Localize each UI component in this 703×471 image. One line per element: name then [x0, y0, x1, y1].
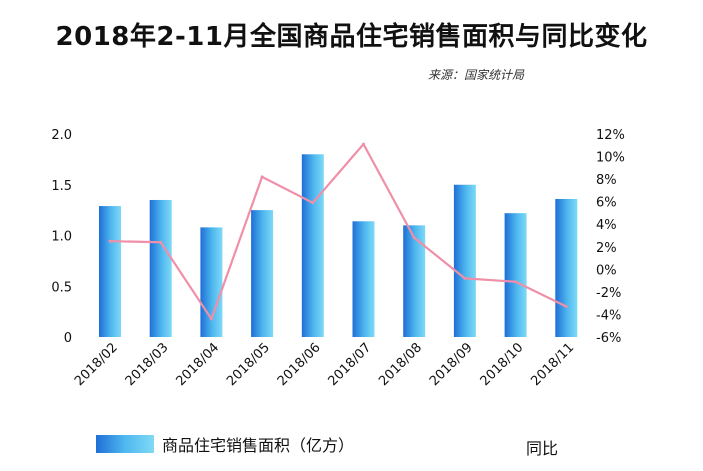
- line-series: [108, 142, 568, 321]
- source-note: 来源：国家统计局: [428, 68, 525, 82]
- right-tick-label: 10%: [596, 151, 625, 166]
- right-tick-label: 4%: [596, 218, 617, 233]
- bar-2018/02: [99, 206, 121, 337]
- x-tick-label: 2018/08: [376, 340, 425, 389]
- x-tick-label: 2018/06: [275, 340, 324, 389]
- bar-2018/10: [504, 213, 527, 337]
- bar-2018/08: [403, 225, 426, 337]
- right-tick-label: 0%: [596, 263, 617, 278]
- yoy-point-2018/02: [108, 239, 112, 243]
- left-tick-label: 1.0: [51, 230, 72, 245]
- yoy-point-2018/10: [514, 280, 518, 284]
- right-tick-label: -4%: [596, 308, 621, 323]
- left-tick-label: 0.5: [51, 280, 72, 295]
- yoy-point-2018/09: [463, 276, 467, 280]
- x-axis: 2018/02 2018/03 2018/04 2018/05 2018/06 2018/…: [72, 340, 577, 389]
- left-axis: 0 0.5 1.0 1.5 2.0: [51, 128, 72, 346]
- bar-2018/06: [301, 154, 324, 337]
- x-tick-label: 2018/04: [173, 340, 222, 389]
- right-axis: 12% 10% 8% 6% 4% 2% 0% -2% -4% -6%: [596, 128, 625, 346]
- yoy-point-2018/04: [209, 317, 213, 321]
- left-tick-label: 1.5: [51, 179, 72, 194]
- yoy-point-2018/06: [311, 201, 315, 205]
- yoy-point-2018/11: [564, 305, 568, 309]
- bar-series: [99, 154, 578, 337]
- left-tick-label: 0: [64, 331, 72, 346]
- bar-2018/04: [200, 227, 223, 337]
- legend-bar-swatch: [96, 435, 154, 453]
- x-tick-label: 2018/11: [528, 340, 577, 389]
- x-tick-label: 2018/09: [427, 340, 476, 389]
- right-tick-label: 12%: [596, 128, 625, 143]
- bar-2018/09: [453, 184, 476, 337]
- bar-2018/03: [149, 199, 172, 337]
- yoy-point-2018/08: [412, 236, 416, 240]
- x-tick-label: 2018/10: [478, 340, 527, 389]
- bar-2018/05: [251, 210, 274, 337]
- yoy-point-2018/05: [260, 175, 264, 179]
- legend-bar-label: 商品住宅销售面积（亿方）: [162, 436, 355, 455]
- right-tick-label: 6%: [596, 196, 617, 211]
- right-tick-label: 2%: [596, 241, 617, 256]
- x-tick-label: 2018/02: [72, 340, 121, 389]
- left-tick-label: 2.0: [51, 128, 72, 143]
- bar-2018/11: [555, 198, 578, 337]
- x-tick-label: 2018/03: [123, 340, 172, 389]
- yoy-point-2018/03: [159, 240, 163, 244]
- bar-2018/07: [352, 221, 375, 337]
- legend-line-label: 同比: [526, 439, 559, 458]
- right-tick-label: -2%: [596, 286, 621, 301]
- yoy-line: [109, 143, 567, 321]
- chart-title: 2018年2-11月全国商品住宅销售面积与同比变化: [55, 22, 648, 52]
- right-tick-label: 8%: [596, 173, 617, 188]
- yoy-point-2018/07: [362, 142, 365, 146]
- x-tick-label: 2018/07: [326, 340, 375, 389]
- x-tick-label: 2018/05: [224, 340, 273, 389]
- right-tick-label: -6%: [596, 331, 621, 346]
